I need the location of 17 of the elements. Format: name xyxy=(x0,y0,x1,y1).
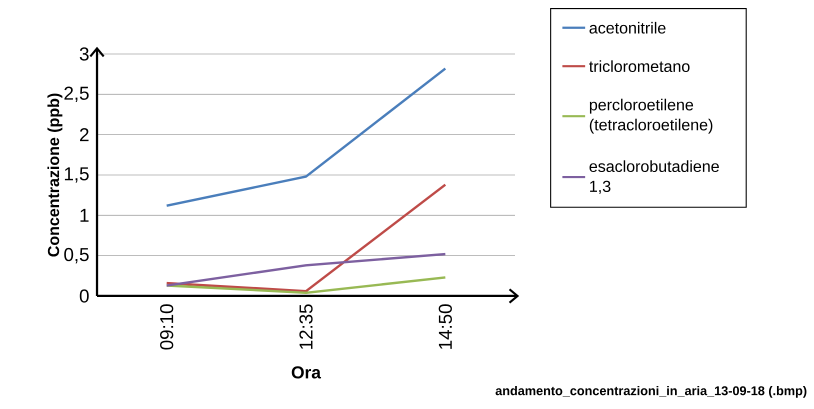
x-tick-label: 12:35 xyxy=(299,304,313,349)
y-tick-label: 1,5 xyxy=(64,167,89,183)
legend-label: esaclorobutadiene 1,3 xyxy=(590,160,719,194)
y-tick-label: 3 xyxy=(80,47,89,61)
legend-label: acetonitrile xyxy=(590,22,666,34)
x-axis-title: Ora xyxy=(292,366,322,379)
y-tick-label: 2 xyxy=(80,128,89,142)
y-tick-label: 0,5 xyxy=(64,248,89,264)
y-axis-title: Concentrazione (ppb) xyxy=(47,94,62,257)
y-tick-label: 2,5 xyxy=(64,86,89,102)
legend-label: triclorometano xyxy=(589,60,690,72)
x-tick-label: 14:50 xyxy=(438,304,452,349)
y-tick-label: 1 xyxy=(80,208,89,222)
legend-label: percloroetilene (tetracloroetilene) xyxy=(590,98,712,134)
y-tick-label: 0 xyxy=(80,289,89,303)
text: andamento_concentrazioni_in_aria_13-09-18 (.bmp) xyxy=(496,386,806,398)
x-tick-label: 09:10 xyxy=(160,304,174,350)
